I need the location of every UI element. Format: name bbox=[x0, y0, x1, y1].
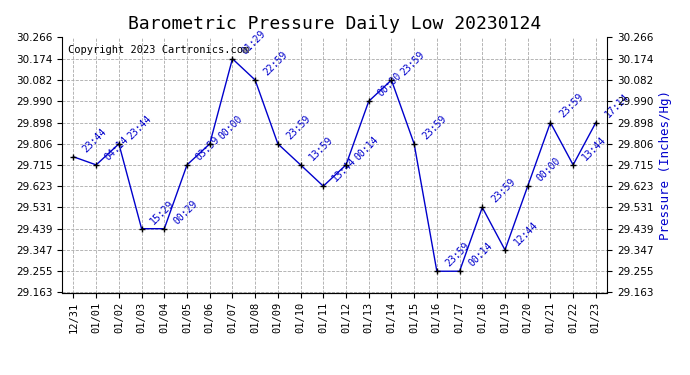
Text: 00:14: 00:14 bbox=[466, 241, 494, 268]
Title: Barometric Pressure Daily Low 20230124: Barometric Pressure Daily Low 20230124 bbox=[128, 15, 541, 33]
Text: 15:29: 15:29 bbox=[148, 198, 177, 226]
Text: 04:14: 04:14 bbox=[103, 134, 131, 162]
Text: 00:00: 00:00 bbox=[375, 71, 404, 99]
Text: 22:59: 22:59 bbox=[262, 50, 290, 77]
Text: 12:44: 12:44 bbox=[512, 219, 540, 247]
Text: 00:14: 00:14 bbox=[353, 134, 381, 162]
Text: 13:44: 13:44 bbox=[331, 156, 358, 183]
Y-axis label: Pressure (Inches/Hg): Pressure (Inches/Hg) bbox=[659, 90, 672, 240]
Text: 01:29: 01:29 bbox=[239, 28, 267, 56]
Text: 23:59: 23:59 bbox=[558, 92, 585, 120]
Text: 00:29: 00:29 bbox=[171, 198, 199, 226]
Text: 23:59: 23:59 bbox=[285, 113, 313, 141]
Text: 00:00: 00:00 bbox=[535, 156, 562, 183]
Text: 23:59: 23:59 bbox=[489, 177, 517, 205]
Text: 23:44: 23:44 bbox=[126, 113, 154, 141]
Text: 13:44: 13:44 bbox=[580, 134, 608, 162]
Text: 23:59: 23:59 bbox=[421, 113, 449, 141]
Text: Copyright 2023 Cartronics.com: Copyright 2023 Cartronics.com bbox=[68, 45, 249, 55]
Text: 03:59: 03:59 bbox=[194, 134, 221, 162]
Text: 00:00: 00:00 bbox=[217, 113, 244, 141]
Text: 23:59: 23:59 bbox=[444, 241, 472, 268]
Text: 23:44: 23:44 bbox=[81, 126, 108, 154]
Text: 13:59: 13:59 bbox=[308, 134, 335, 162]
Text: 17:14: 17:14 bbox=[603, 92, 631, 120]
Text: 23:59: 23:59 bbox=[398, 50, 426, 77]
